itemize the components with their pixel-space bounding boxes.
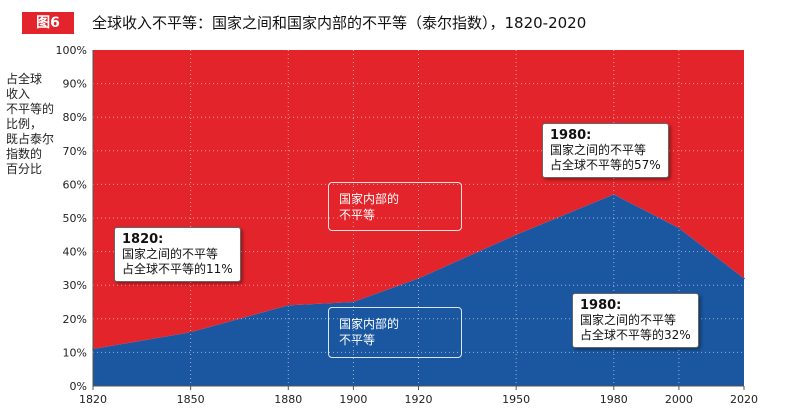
x-tick-label: 1920 bbox=[405, 393, 433, 406]
y-axis-label-line: 占全球 bbox=[6, 72, 43, 86]
annotation-year: 1980: bbox=[580, 298, 622, 313]
y-axis-label-line: 既占泰尔 bbox=[6, 132, 55, 146]
y-axis-label-line: 指数的 bbox=[6, 147, 43, 161]
region-label-between: 国家内部的 不平等 bbox=[328, 307, 462, 358]
y-axis-label-line: 百分比 bbox=[6, 162, 43, 176]
y-tick-label: 10% bbox=[63, 346, 87, 359]
y-axis-label-line: 不平等的 bbox=[6, 102, 55, 116]
y-tick-label: 60% bbox=[63, 178, 87, 191]
annotation-line: 占全球不平等的32% bbox=[580, 328, 691, 342]
y-tick-label: 100% bbox=[56, 44, 87, 57]
annotation-1820: 1820: 国家之间的不平等 占全球不平等的11% bbox=[114, 227, 241, 282]
data-point bbox=[743, 277, 745, 280]
region-label-within: 国家内部的 不平等 bbox=[328, 182, 462, 231]
annotation-line: 国家之间的不平等 bbox=[122, 247, 219, 261]
annotation-year: 1980: bbox=[550, 128, 592, 143]
chart-title: 全球收入不平等：国家之间和国家内部的不平等（泰尔指数），1820-2020 bbox=[92, 14, 587, 32]
y-tick-label: 90% bbox=[63, 78, 87, 91]
x-tick-label: 2020 bbox=[730, 393, 758, 406]
x-axis-ticks: 1820 1850 1880 1900 1920 1950 1980 2000 2020 bbox=[79, 386, 758, 406]
x-tick-label: 1900 bbox=[339, 393, 367, 406]
x-tick-label: 1980 bbox=[600, 393, 628, 406]
data-point bbox=[189, 331, 192, 334]
y-axis-ticks: 0% 10% 20% 30% 40% 50% 60% 70% 80% 90% 100% bbox=[56, 44, 87, 393]
x-tick-label: 1950 bbox=[502, 393, 530, 406]
region-label-line: 国家内部的 bbox=[339, 192, 400, 206]
annotation-line: 占全球不平等的57% bbox=[550, 158, 661, 172]
y-tick-label: 70% bbox=[63, 145, 87, 158]
data-point bbox=[287, 304, 290, 307]
y-axis-label-line: 收入 bbox=[6, 87, 31, 101]
figure-number-badge: 图6 bbox=[22, 12, 74, 34]
annotation-line: 占全球不平等的11% bbox=[122, 262, 233, 276]
x-tick-label: 2000 bbox=[665, 393, 693, 406]
y-axis-label: 占全球 收入 不平等的 比例， 既占泰尔 指数的 百分比 bbox=[6, 72, 66, 177]
annotation-year: 1820: bbox=[122, 232, 164, 247]
y-tick-label: 80% bbox=[63, 111, 87, 124]
y-tick-label: 0% bbox=[70, 380, 87, 393]
y-tick-label: 20% bbox=[63, 313, 87, 326]
y-tick-label: 40% bbox=[63, 246, 87, 259]
y-tick-label: 30% bbox=[63, 279, 87, 292]
region-label-line: 不平等 bbox=[339, 208, 376, 222]
region-label-line: 国家内部的 bbox=[339, 317, 400, 331]
x-tick-label: 1820 bbox=[79, 393, 107, 406]
annotation-line: 国家之间的不平等 bbox=[550, 143, 647, 157]
annotation-1980-low: 1980: 国家之间的不平等 占全球不平等的32% bbox=[572, 293, 699, 348]
annotation-line: 国家之间的不平等 bbox=[580, 313, 677, 327]
x-tick-label: 1880 bbox=[274, 393, 302, 406]
x-tick-label: 1850 bbox=[177, 393, 205, 406]
y-tick-label: 50% bbox=[63, 212, 87, 225]
y-axis-label-line: 比例， bbox=[6, 117, 43, 131]
annotation-1980-peak: 1980: 国家之间的不平等 占全球不平等的57% bbox=[542, 123, 669, 178]
region-label-line: 不平等 bbox=[339, 333, 376, 347]
data-point bbox=[678, 227, 680, 229]
